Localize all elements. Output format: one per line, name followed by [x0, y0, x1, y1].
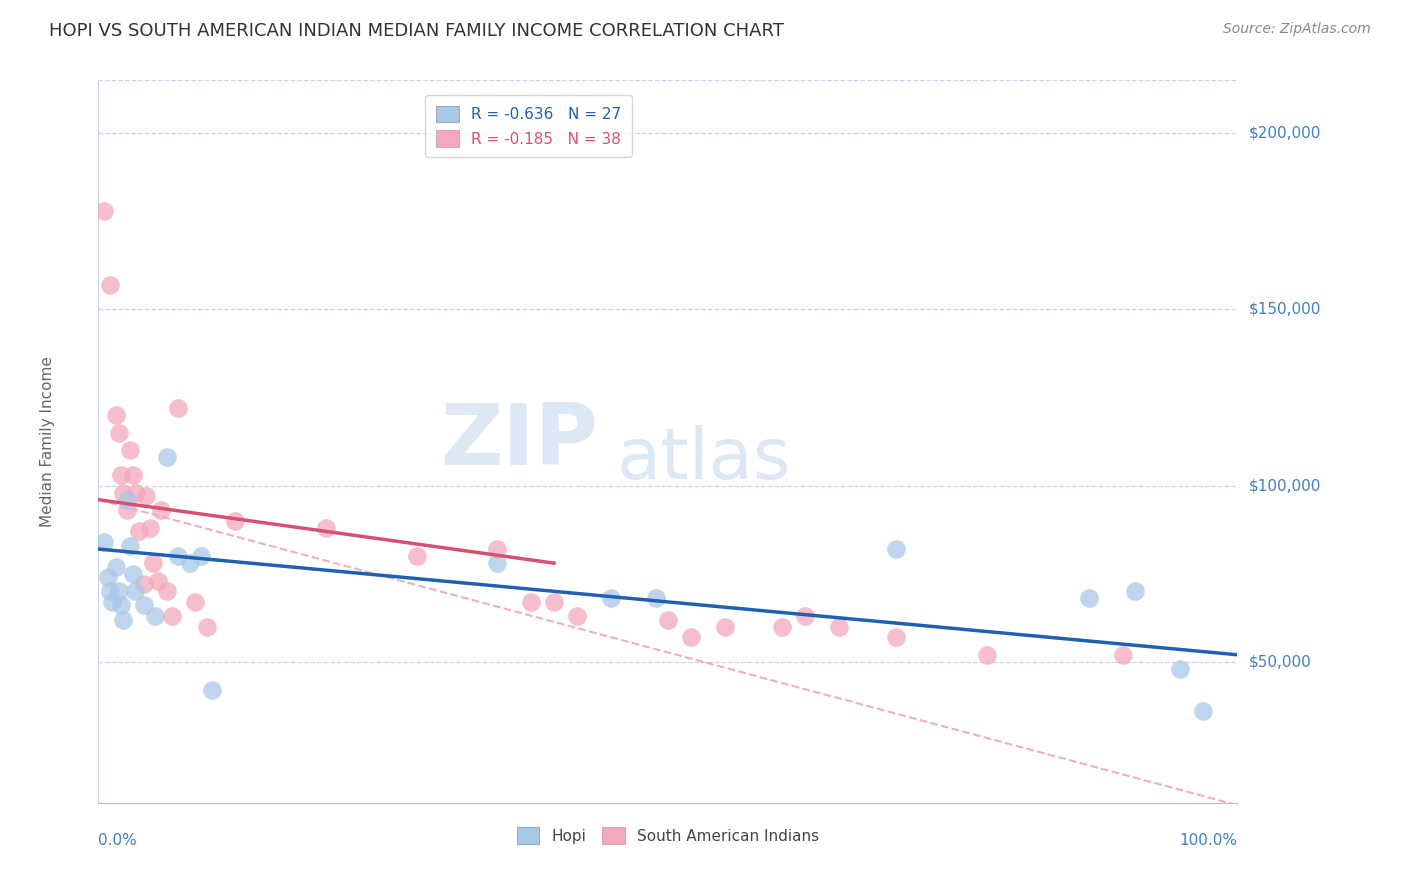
Text: HOPI VS SOUTH AMERICAN INDIAN MEDIAN FAMILY INCOME CORRELATION CHART: HOPI VS SOUTH AMERICAN INDIAN MEDIAN FAM… — [49, 22, 785, 40]
Point — [96, 570, 118, 584]
Point — [156, 450, 179, 465]
Point — [108, 425, 131, 440]
Point — [520, 595, 543, 609]
Point — [138, 521, 160, 535]
Point — [93, 535, 115, 549]
Point — [167, 549, 190, 563]
Text: $150,000: $150,000 — [1249, 301, 1320, 317]
Point — [179, 556, 201, 570]
Point — [406, 549, 429, 563]
Point — [104, 559, 127, 574]
Point — [125, 485, 148, 500]
Point — [132, 577, 155, 591]
Point — [135, 489, 157, 503]
Point — [104, 408, 127, 422]
Point — [486, 542, 509, 557]
Point — [679, 630, 702, 644]
Point — [120, 443, 142, 458]
Point — [120, 539, 142, 553]
Point — [828, 619, 851, 633]
Point — [793, 609, 815, 624]
Point — [1170, 662, 1192, 676]
Point — [224, 514, 246, 528]
Point — [110, 599, 132, 613]
Text: $100,000: $100,000 — [1249, 478, 1320, 493]
Point — [112, 485, 135, 500]
Point — [884, 542, 907, 557]
Point — [98, 584, 121, 599]
Point — [1078, 591, 1101, 606]
Point — [124, 584, 146, 599]
Point — [486, 556, 509, 570]
Point — [108, 584, 131, 599]
Point — [565, 609, 588, 624]
Text: 100.0%: 100.0% — [1180, 833, 1237, 848]
Point — [315, 521, 337, 535]
Point — [167, 401, 190, 415]
Point — [657, 613, 679, 627]
Point — [184, 595, 207, 609]
Point — [770, 619, 793, 633]
Point — [146, 574, 169, 588]
Text: atlas: atlas — [617, 425, 792, 494]
Text: ZIP: ZIP — [440, 400, 598, 483]
Point — [714, 619, 737, 633]
Text: Source: ZipAtlas.com: Source: ZipAtlas.com — [1223, 22, 1371, 37]
Point — [98, 277, 121, 292]
Point — [195, 619, 218, 633]
Point — [190, 549, 212, 563]
Text: $50,000: $50,000 — [1249, 655, 1312, 669]
Text: $200,000: $200,000 — [1249, 126, 1320, 141]
Point — [150, 503, 173, 517]
Point — [142, 556, 165, 570]
Point — [115, 503, 138, 517]
Point — [132, 599, 155, 613]
Point — [543, 595, 565, 609]
Point — [110, 468, 132, 483]
Point — [162, 609, 184, 624]
Point — [600, 591, 623, 606]
Text: 0.0%: 0.0% — [98, 833, 138, 848]
Point — [121, 566, 143, 581]
Legend: Hopi, South American Indians: Hopi, South American Indians — [508, 818, 828, 853]
Point — [201, 683, 224, 698]
Point — [1192, 704, 1215, 718]
Point — [101, 595, 124, 609]
Point — [156, 584, 179, 599]
Text: Median Family Income: Median Family Income — [39, 356, 55, 527]
Point — [884, 630, 907, 644]
Point — [645, 591, 668, 606]
Point — [128, 524, 150, 539]
Point — [115, 492, 138, 507]
Point — [121, 468, 143, 483]
Point — [112, 613, 135, 627]
Point — [976, 648, 998, 662]
Point — [145, 609, 167, 624]
Point — [1123, 584, 1146, 599]
Point — [1112, 648, 1135, 662]
Point — [93, 203, 115, 218]
